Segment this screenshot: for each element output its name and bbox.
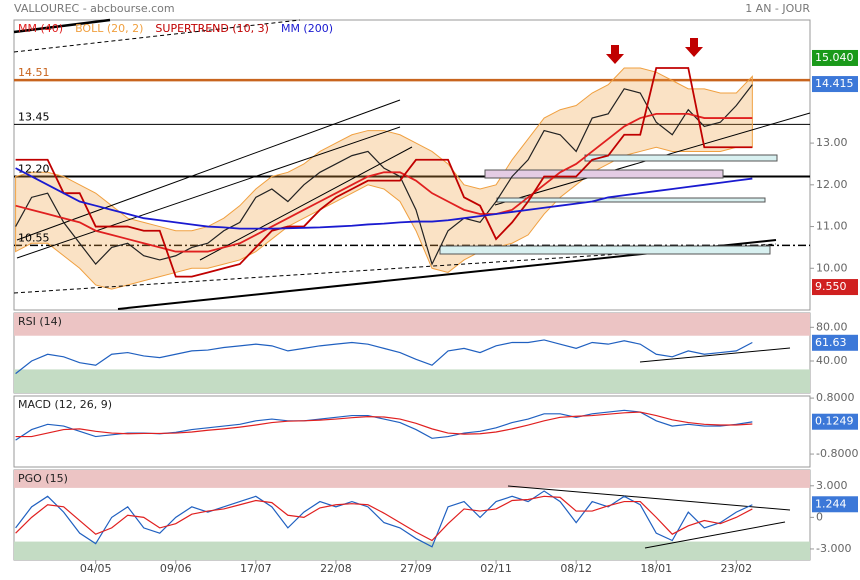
legend-entry: MACD (12, 26, 9) bbox=[18, 398, 112, 411]
series-line bbox=[15, 84, 753, 266]
legend-entry: SUPERTREND (10, 3) bbox=[155, 22, 269, 35]
value-badge-label: 14.415 bbox=[815, 77, 854, 90]
x-tick-label: 18/01 bbox=[640, 562, 672, 575]
series-line bbox=[15, 495, 753, 542]
arrow bbox=[685, 38, 703, 57]
zone bbox=[484, 169, 724, 179]
y-tick-label: 80.00 bbox=[816, 320, 848, 333]
zone bbox=[496, 197, 766, 203]
trendline bbox=[644, 521, 786, 549]
series-line bbox=[15, 67, 753, 278]
value-badge-label: 9.550 bbox=[815, 280, 847, 293]
value-badge bbox=[812, 496, 858, 513]
value-badge-label: 0.1249 bbox=[815, 415, 854, 428]
y-tick-label: -0.8000 bbox=[816, 447, 858, 460]
series-line bbox=[15, 411, 753, 438]
value-badge bbox=[812, 49, 858, 66]
x-tick-label: 04/05 bbox=[80, 562, 112, 575]
trendline bbox=[13, 19, 301, 53]
zone bbox=[439, 245, 771, 255]
zone-band bbox=[14, 541, 810, 560]
trendline bbox=[639, 347, 791, 363]
level-label: 10.55 bbox=[18, 231, 50, 244]
value-badge-label: 61.63 bbox=[815, 336, 847, 349]
value-badge bbox=[812, 334, 858, 351]
y-tick-label: 40.00 bbox=[816, 354, 848, 367]
trendline bbox=[507, 485, 791, 511]
series-line bbox=[15, 112, 753, 253]
x-tick-label: 22/08 bbox=[320, 562, 352, 575]
y-tick-label: 13.00 bbox=[816, 136, 848, 149]
y-tick-label: 11.00 bbox=[816, 220, 848, 233]
trendline bbox=[199, 146, 413, 261]
level-label: 14.51 bbox=[18, 66, 50, 79]
value-badge bbox=[812, 279, 858, 296]
level-label: 13.45 bbox=[18, 110, 50, 123]
series-line bbox=[15, 339, 753, 375]
zone-band bbox=[14, 313, 810, 336]
x-tick-label: 09/06 bbox=[160, 562, 192, 575]
drawings bbox=[13, 18, 811, 549]
y-tick-label: 0 bbox=[816, 510, 823, 523]
trendline bbox=[16, 99, 401, 241]
trendline bbox=[13, 18, 111, 34]
value-badge-label: 15.040 bbox=[815, 51, 854, 64]
x-tick-label: 08/12 bbox=[560, 562, 592, 575]
x-tick-label: 17/07 bbox=[240, 562, 272, 575]
y-tick-label: 0.8000 bbox=[816, 391, 855, 404]
level-label: 12.20 bbox=[18, 162, 50, 175]
legend-entry: BOLL (20, 2) bbox=[75, 22, 143, 35]
trendline bbox=[16, 126, 401, 259]
value-badge bbox=[812, 413, 858, 430]
x-tick-label: 23/02 bbox=[720, 562, 752, 575]
y-tick-label: 3.000 bbox=[816, 479, 848, 492]
arrow bbox=[606, 45, 624, 64]
y-tick-label: 12.00 bbox=[816, 178, 848, 191]
legend-entry: RSI (14) bbox=[18, 315, 62, 328]
zone-band bbox=[14, 470, 810, 488]
chart-title: VALLOUREC - abcbourse.com bbox=[14, 2, 175, 15]
legend-entry: MM (200) bbox=[281, 22, 333, 35]
panel bbox=[13, 395, 811, 468]
trendline bbox=[13, 243, 777, 294]
value-badge bbox=[812, 76, 858, 93]
legend-entry: PGO (15) bbox=[18, 472, 68, 485]
y-tick-label: 10.00 bbox=[816, 261, 848, 274]
value-badge-label: 1.244 bbox=[815, 497, 847, 510]
series-line bbox=[15, 490, 753, 548]
zone-band bbox=[14, 369, 810, 393]
y-tick-label: -3.000 bbox=[816, 542, 851, 555]
x-tick-label: 27/09 bbox=[400, 562, 432, 575]
period: 1 AN - JOUR bbox=[745, 2, 810, 15]
series-line bbox=[15, 167, 753, 230]
x-tick-label: 02/11 bbox=[480, 562, 512, 575]
legend-entry: MM (40) bbox=[18, 22, 63, 35]
zone bbox=[584, 154, 778, 162]
